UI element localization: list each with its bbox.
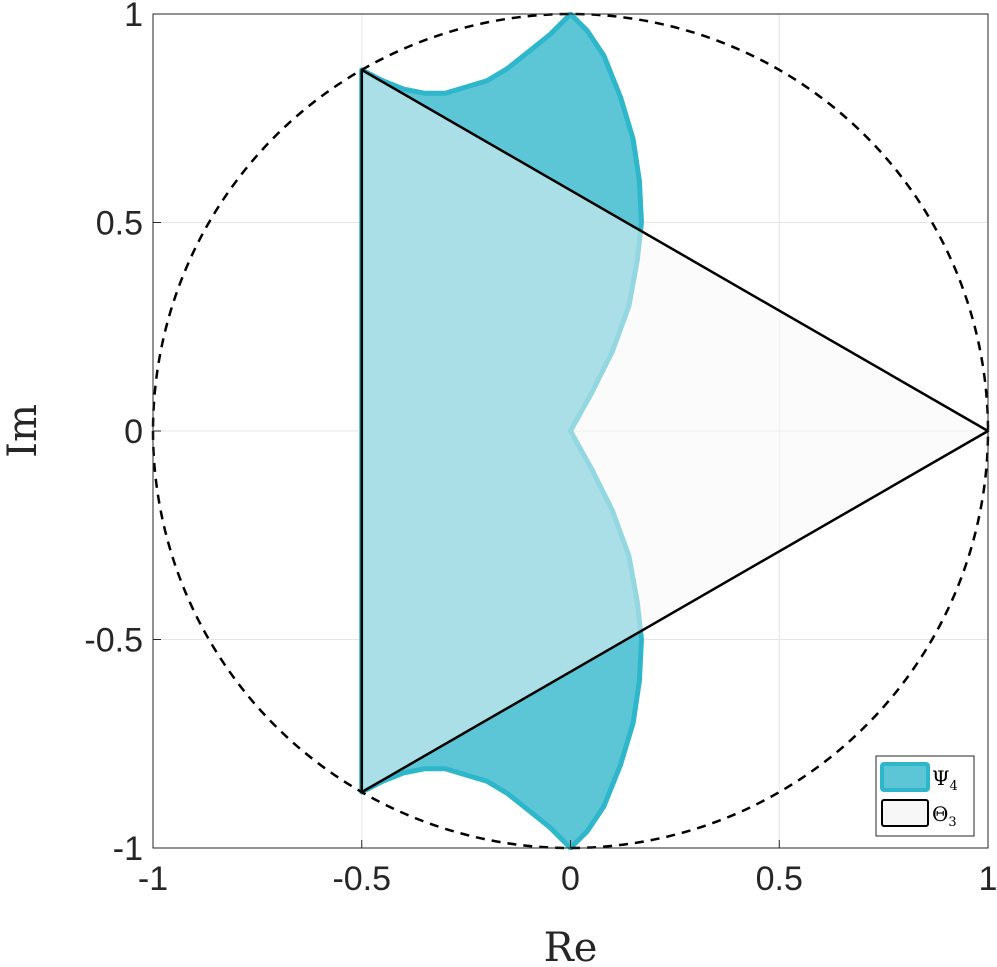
x-tick-label: -0.5	[332, 860, 391, 898]
x-tick-label: -1	[138, 860, 168, 898]
series-theta3-triangle	[360, 68, 990, 794]
x-tick-label: 0.5	[756, 860, 803, 898]
legend-label-0: Ψ4	[932, 766, 958, 794]
x-tick-label: 1	[979, 860, 997, 898]
x-axis-label: Re	[544, 925, 598, 967]
legend-swatch-1	[881, 799, 929, 827]
y-tick-label: 0.5	[96, 205, 143, 243]
y-tick-label: -0.5	[84, 622, 143, 660]
y-axis-label: Im	[0, 404, 46, 458]
x-tick-label: 0	[561, 860, 580, 898]
y-tick-label: -1	[113, 830, 143, 868]
x-axis-ticks: -1 -0.5 0 0.5 1	[138, 840, 997, 898]
y-tick-label: 0	[124, 413, 143, 451]
series-layer	[359, 12, 990, 850]
legend-swatch-0	[880, 762, 930, 792]
y-axis-ticks: -1 -0.5 0 0.5 1	[84, 0, 161, 868]
y-tick-label: 1	[124, 0, 143, 34]
